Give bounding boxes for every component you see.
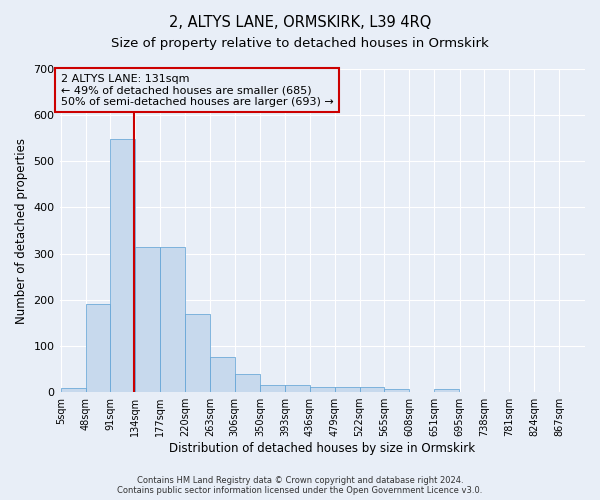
Bar — [160, 246, 185, 392]
Bar — [86, 304, 110, 392]
Bar — [335, 388, 359, 392]
Bar — [135, 246, 160, 392]
Bar — [260, 385, 285, 392]
Y-axis label: Number of detached properties: Number of detached properties — [15, 138, 28, 324]
Bar — [110, 139, 135, 392]
Text: 2 ALTYS LANE: 131sqm
← 49% of detached houses are smaller (685)
50% of semi-deta: 2 ALTYS LANE: 131sqm ← 49% of detached h… — [61, 74, 334, 107]
Text: Contains HM Land Registry data © Crown copyright and database right 2024.
Contai: Contains HM Land Registry data © Crown c… — [118, 476, 482, 495]
Bar — [285, 385, 310, 392]
Bar — [185, 314, 210, 392]
Text: 2, ALTYS LANE, ORMSKIRK, L39 4RQ: 2, ALTYS LANE, ORMSKIRK, L39 4RQ — [169, 15, 431, 30]
Bar — [61, 388, 86, 392]
Bar — [210, 358, 235, 392]
X-axis label: Distribution of detached houses by size in Ormskirk: Distribution of detached houses by size … — [169, 442, 475, 455]
Text: Size of property relative to detached houses in Ormskirk: Size of property relative to detached ho… — [111, 38, 489, 51]
Bar — [434, 390, 459, 392]
Bar — [359, 388, 385, 392]
Bar — [235, 374, 260, 392]
Bar — [310, 388, 335, 392]
Bar — [385, 389, 409, 392]
